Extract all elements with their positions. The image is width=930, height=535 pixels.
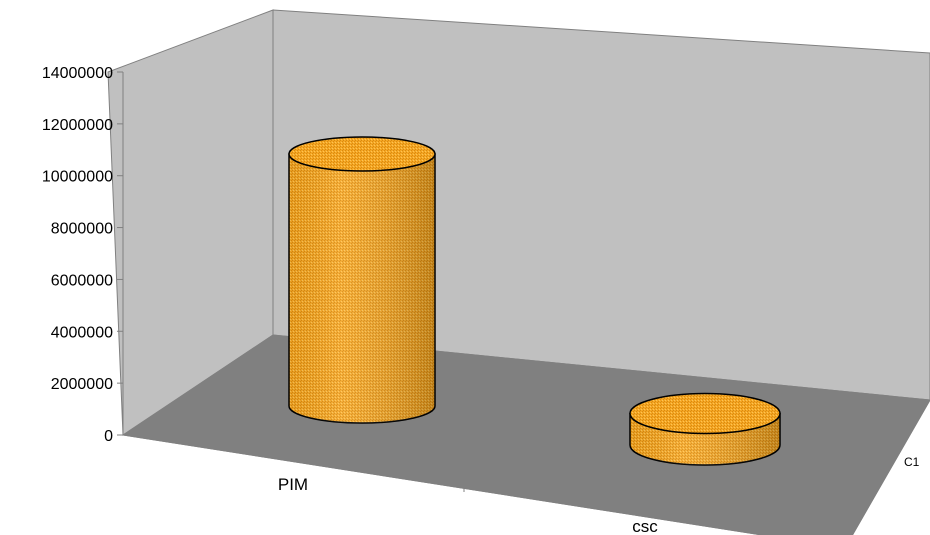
- y-tick-label: 10000000: [42, 169, 113, 186]
- bar-top: [629, 392, 781, 435]
- y-tick-label: 12000000: [42, 117, 113, 134]
- y-tick-label: 8000000: [51, 221, 113, 238]
- y-tick-label: 6000000: [51, 272, 113, 289]
- bar-csc: [629, 392, 781, 466]
- y-tick-label: 2000000: [51, 376, 113, 393]
- bar-shading: [289, 153, 435, 423]
- x-category-label: PIM: [278, 475, 308, 494]
- x-category-label: csc: [632, 517, 658, 535]
- y-axis-ticks: 0 2000000 4000000 6000000 8000000 10000000 120…: [42, 65, 123, 445]
- label-group: PIM csc C1: [278, 455, 920, 535]
- back-wall: [272, 9, 930, 401]
- y-tick-label: 14000000: [42, 65, 113, 82]
- bar-top: [288, 136, 436, 172]
- bar-group: [288, 136, 781, 466]
- bar-pim: [288, 136, 436, 424]
- series-label: C1: [904, 455, 920, 469]
- x-axis-line: [122, 434, 766, 535]
- y-tick-label: 0: [104, 428, 113, 445]
- depth-axis-line: [851, 399, 930, 535]
- y-tick-label: 4000000: [51, 324, 113, 341]
